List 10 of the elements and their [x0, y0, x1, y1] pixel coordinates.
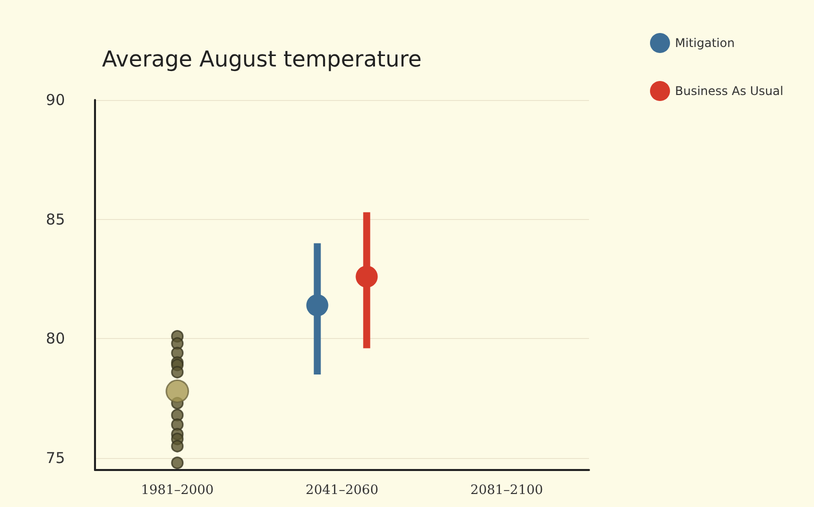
legend-label: Business As Usual: [675, 84, 784, 98]
y-tick-label: 75: [46, 449, 65, 468]
y-tick-label: 90: [46, 91, 65, 109]
chart-title: Average August temperature: [102, 48, 422, 72]
x-tick-label: 2081–2100: [470, 483, 544, 498]
y-tick-label: 85: [46, 210, 65, 228]
legend-label: Mitigation: [675, 36, 735, 50]
x-tick-label: 1981–2000: [140, 483, 214, 498]
x-tick-label: 2041–2060: [306, 483, 378, 498]
y-tick-label: 80: [46, 330, 65, 348]
